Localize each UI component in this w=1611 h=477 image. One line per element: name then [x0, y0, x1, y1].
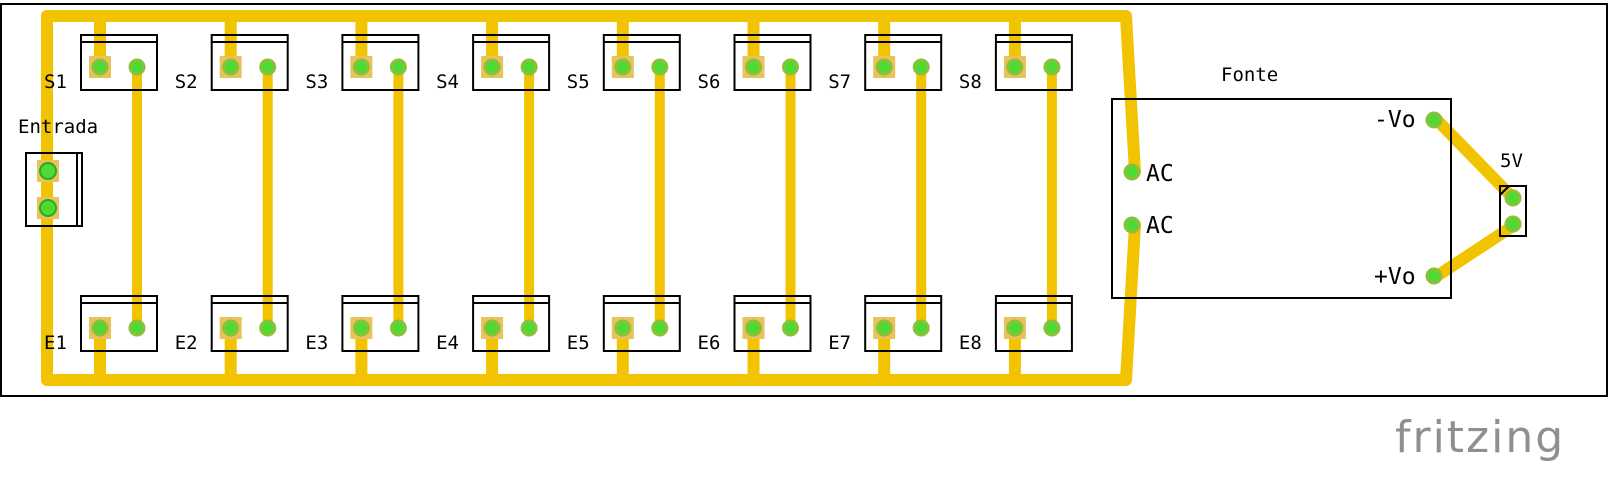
connector-s4-via-2 — [520, 58, 538, 76]
connector-e6-outline — [733, 295, 812, 352]
connector-e3-outline — [341, 295, 420, 352]
connector-e8-label: E8 — [959, 332, 982, 354]
trace-top-bus — [41, 10, 1141, 178]
connector-s6-outline — [733, 34, 812, 91]
connector-s5-label: S5 — [567, 71, 590, 93]
connector-s8-via-2 — [1043, 58, 1061, 76]
trace-pos-to-5v — [1431, 220, 1519, 282]
connector-s7-outline — [864, 34, 943, 91]
psu-title: Fonte — [1221, 64, 1278, 86]
input-label: Entrada — [18, 116, 98, 138]
connector-e5-via-1 — [614, 319, 632, 337]
connector-e4-label: E4 — [436, 332, 459, 354]
connector-e2-label: E2 — [175, 332, 198, 354]
psu-ac1-label: AC — [1146, 161, 1174, 187]
connector-s3-label: S3 — [305, 71, 328, 93]
psu-outline — [1111, 98, 1452, 299]
connector-s2-label: S2 — [175, 71, 198, 93]
connector-e1-label: E1 — [44, 332, 67, 354]
connector-e5-via-2 — [651, 319, 669, 337]
psu-ac2-via — [1123, 216, 1141, 234]
connector-e7-via-1 — [875, 319, 893, 337]
connector-e2-via-1 — [222, 319, 240, 337]
psu-ac2-label: AC — [1146, 213, 1174, 239]
connector-e8-via-2 — [1043, 319, 1061, 337]
connector-s6-via-1 — [745, 58, 762, 76]
output-via-2 — [1504, 215, 1522, 233]
connector-s5-outline — [602, 34, 681, 91]
connector-e7-label: E7 — [828, 332, 851, 354]
connector-s5-via-2 — [651, 58, 669, 76]
connector-e3-via-2 — [389, 319, 407, 337]
connector-s4-label: S4 — [436, 71, 459, 93]
connector-layer: S1 E1 S2 E2 S3 E3 S4 E4 S5 E5 S6 E6 S7 E7 S8 E8 — [44, 16, 1073, 380]
output-via-1 — [1504, 189, 1522, 207]
connector-s2-via-2 — [259, 58, 277, 76]
psu-neg-label: -Vo — [1374, 107, 1416, 133]
connector-s8-label: S8 — [959, 71, 982, 93]
connector-s5-via-1 — [614, 58, 632, 76]
output-connector-outline — [1499, 185, 1527, 237]
connector-s2-outline — [210, 34, 289, 91]
connector-s3-via-1 — [352, 58, 370, 76]
connector-e6-via-2 — [782, 319, 799, 337]
connector-e1-via-2 — [128, 319, 146, 337]
input-connector-outline — [25, 152, 83, 227]
connector-s7-label: S7 — [828, 71, 851, 93]
output-connector-bevel — [1499, 185, 1510, 196]
psu-neg-via — [1425, 111, 1443, 129]
input-via-2 — [39, 199, 57, 217]
connector-e6-label: E6 — [698, 332, 721, 354]
connector-e7-outline — [864, 295, 943, 352]
psu-pos-label: +Vo — [1374, 264, 1416, 290]
connector-e5-label: E5 — [567, 332, 590, 354]
psu-pos-via — [1425, 267, 1443, 285]
connector-s7-via-1 — [875, 58, 893, 76]
connector-e1-outline — [80, 295, 158, 352]
connector-s1-via-1 — [91, 58, 109, 76]
connector-s1-via-2 — [128, 58, 146, 76]
connector-s8-via-1 — [1006, 58, 1024, 76]
connector-e3-via-1 — [352, 319, 370, 337]
connector-s4-via-1 — [483, 58, 501, 76]
output-label: 5V — [1500, 150, 1523, 172]
connector-e4-via-1 — [483, 319, 501, 337]
psu-ac1-via — [1123, 163, 1141, 181]
connector-s1-label: S1 — [44, 71, 67, 93]
connector-s3-via-2 — [389, 58, 407, 76]
connector-e4-outline — [472, 295, 551, 352]
connector-s6-via-2 — [782, 58, 799, 76]
connector-s3-outline — [341, 34, 420, 91]
connector-e8-outline — [994, 295, 1073, 352]
connector-e1-via-1 — [91, 319, 109, 337]
connector-e3-label: E3 — [305, 332, 328, 354]
connector-e5-outline — [602, 295, 681, 352]
connector-s7-via-2 — [912, 58, 930, 76]
connector-e6-via-1 — [745, 319, 762, 337]
input-via-1 — [39, 162, 57, 180]
fritzing-logo: fritzing — [1395, 412, 1565, 463]
connector-e8-via-1 — [1006, 319, 1024, 337]
connector-s6-label: S6 — [698, 71, 721, 93]
connector-e2-via-2 — [259, 319, 277, 337]
connector-s8-outline — [994, 34, 1073, 91]
connector-s1-outline — [80, 34, 158, 91]
board-outline — [0, 3, 1608, 397]
connector-s4-outline — [472, 34, 551, 91]
connector-e2-outline — [210, 295, 289, 352]
connector-s2-via-1 — [222, 58, 240, 76]
connector-e4-via-2 — [520, 319, 538, 337]
connector-e7-via-2 — [912, 319, 930, 337]
